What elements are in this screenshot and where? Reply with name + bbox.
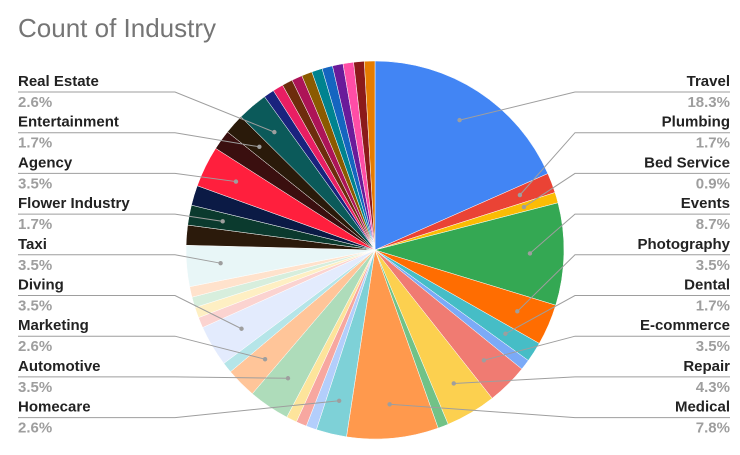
slice-value-label: 2.6% — [18, 338, 52, 355]
pie-slice — [374, 202, 565, 306]
leader-line — [519, 132, 730, 196]
leader-dot — [262, 357, 268, 362]
leader-dot — [257, 144, 262, 150]
leader-dot — [503, 331, 508, 336]
chart-title: Count of Industry — [18, 13, 216, 43]
leader-line — [389, 403, 730, 419]
slice-label: Flower Industry — [18, 195, 130, 212]
slice-value-label: 4.3% — [696, 379, 730, 396]
slice-value-label: 18.3% — [687, 94, 730, 111]
leader-dot — [218, 260, 223, 266]
leader-dot — [517, 192, 523, 198]
slice-value-label: 7.8% — [696, 420, 730, 437]
slice-label: Plumbing — [662, 114, 730, 131]
slice-label: Automotive — [18, 358, 101, 375]
leader-line — [18, 400, 340, 419]
slice-value-label: 3.5% — [18, 175, 52, 192]
slice-label: Taxi — [18, 236, 47, 253]
leader-dot — [285, 376, 291, 381]
slice-value-label: 1.7% — [696, 135, 730, 152]
slice-value-label: 3.5% — [696, 257, 730, 274]
slice-value-label: 3.5% — [18, 379, 52, 396]
slice-value-label: 3.5% — [18, 297, 52, 314]
slice-label: Entertainment — [18, 114, 119, 131]
leader-line — [18, 295, 242, 330]
leader-dot — [481, 358, 487, 363]
leader-dot — [457, 117, 462, 123]
leader-dot — [521, 204, 527, 210]
slice-value-label: 3.5% — [696, 338, 730, 355]
slice-value-label: 1.7% — [18, 216, 52, 233]
slice-label: Bed Service — [644, 154, 730, 171]
pie-slice — [346, 249, 439, 440]
slice-value-label: 1.7% — [696, 297, 730, 314]
slice-label: Agency — [18, 154, 73, 171]
slice-label: Photography — [638, 236, 731, 253]
leader-line — [18, 132, 260, 148]
leader-line — [516, 254, 730, 312]
leader-dot — [387, 402, 392, 407]
leader-line — [523, 172, 730, 208]
slice-label: Events — [681, 195, 730, 212]
leader-line — [453, 376, 730, 384]
leader-dot — [233, 179, 239, 184]
leader-dot — [272, 129, 277, 135]
leader-dot — [336, 398, 342, 403]
leader-dot — [527, 251, 533, 256]
slice-label: Dental — [684, 276, 730, 293]
leader-line — [18, 213, 223, 222]
slice-value-label: 1.7% — [18, 135, 52, 152]
slice-label: Marketing — [18, 317, 89, 334]
leader-line — [505, 295, 730, 335]
leader-line — [18, 376, 288, 379]
slice-value-label: 2.6% — [18, 420, 52, 437]
pie-slice — [374, 60, 549, 251]
slice-value-label: 3.5% — [18, 257, 52, 274]
slice-label: Real Estate — [18, 73, 99, 90]
slice-label: E-commerce — [640, 317, 730, 334]
leader-dot — [220, 219, 225, 224]
slice-value-label: 2.6% — [18, 94, 52, 111]
slice-label: Homecare — [18, 399, 91, 416]
slice-label: Repair — [683, 358, 730, 375]
pie-slice — [364, 60, 376, 251]
leader-line — [18, 91, 275, 133]
leader-dot — [515, 309, 520, 314]
slice-label: Diving — [18, 276, 64, 293]
leader-line — [18, 335, 266, 360]
slice-value-label: 0.9% — [696, 175, 730, 192]
slice-value-label: 8.7% — [696, 216, 730, 233]
leader-line — [18, 172, 237, 183]
leader-dot — [239, 326, 244, 331]
leader-line — [459, 91, 730, 121]
leader-line — [18, 254, 221, 264]
leader-dot — [451, 381, 456, 386]
slice-label: Medical — [675, 399, 730, 416]
slice-label: Travel — [687, 73, 730, 90]
leader-line — [483, 335, 730, 361]
leader-line — [529, 213, 730, 254]
